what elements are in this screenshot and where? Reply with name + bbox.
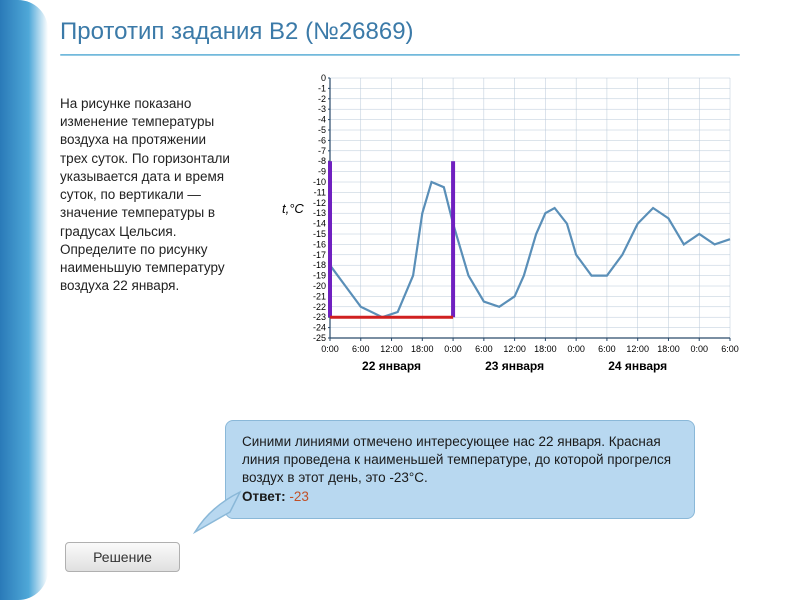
svg-text:24 января: 24 января: [608, 359, 667, 373]
svg-text:0:00: 0:00: [444, 344, 462, 354]
svg-text:-5: -5: [318, 125, 326, 135]
svg-text:-19: -19: [313, 271, 326, 281]
svg-text:-20: -20: [313, 281, 326, 291]
svg-text:6:00: 6:00: [598, 344, 616, 354]
svg-text:-2: -2: [318, 94, 326, 104]
svg-text:12:00: 12:00: [626, 344, 649, 354]
svg-text:6:00: 6:00: [475, 344, 493, 354]
svg-text:-11: -11: [314, 187, 326, 197]
svg-text:0:00: 0:00: [567, 344, 585, 354]
svg-text:12:00: 12:00: [503, 344, 526, 354]
svg-text:6:00: 6:00: [721, 344, 739, 354]
callout-tail-icon: [190, 487, 260, 537]
left-gradient-deco: [0, 0, 48, 600]
svg-text:-24: -24: [313, 323, 326, 333]
callout-text: Синими линиями отмечено интересующее нас…: [242, 434, 671, 485]
svg-text:-18: -18: [313, 260, 326, 270]
svg-text:-22: -22: [313, 302, 326, 312]
svg-text:6:00: 6:00: [352, 344, 370, 354]
svg-text:18:00: 18:00: [657, 344, 680, 354]
solution-button-label: Решение: [93, 549, 152, 565]
chart-svg: -25-24-23-22-21-20-19-18-17-16-15-14-13-…: [260, 68, 740, 398]
svg-text:-25: -25: [313, 333, 326, 343]
svg-text:-6: -6: [318, 135, 326, 145]
solution-callout: Синими линиями отмечено интересующее нас…: [225, 420, 695, 519]
svg-text:-14: -14: [313, 219, 326, 229]
svg-text:12:00: 12:00: [380, 344, 403, 354]
svg-text:-17: -17: [313, 250, 326, 260]
svg-text:-1: -1: [318, 83, 326, 93]
svg-text:18:00: 18:00: [534, 344, 557, 354]
callout-box: Синими линиями отмечено интересующее нас…: [225, 420, 695, 519]
temperature-chart: -25-24-23-22-21-20-19-18-17-16-15-14-13-…: [260, 68, 740, 398]
svg-text:23 января: 23 января: [485, 359, 544, 373]
svg-text:-3: -3: [318, 104, 326, 114]
solution-button[interactable]: Решение: [65, 542, 180, 572]
svg-text:-21: -21: [313, 291, 326, 301]
svg-text:22 января: 22 января: [362, 359, 421, 373]
svg-text:t,°C: t,°C: [282, 201, 304, 216]
svg-text:0: 0: [321, 73, 326, 83]
svg-text:-7: -7: [318, 146, 326, 156]
title-underline: [60, 54, 740, 56]
svg-text:-8: -8: [318, 156, 326, 166]
svg-text:-23: -23: [313, 312, 326, 322]
problem-text: На рисунке показано изменение температур…: [60, 95, 235, 295]
svg-text:0:00: 0:00: [690, 344, 708, 354]
svg-text:18:00: 18:00: [411, 344, 434, 354]
svg-text:-16: -16: [313, 239, 326, 249]
svg-text:-13: -13: [313, 208, 326, 218]
answer-value: -23: [286, 489, 309, 504]
svg-text:0:00: 0:00: [321, 344, 339, 354]
svg-text:-4: -4: [318, 115, 326, 125]
svg-text:-10: -10: [313, 177, 326, 187]
svg-text:-12: -12: [313, 198, 326, 208]
page-title: Прототип задания B2 (№26869): [60, 18, 414, 46]
svg-text:-15: -15: [313, 229, 326, 239]
svg-text:-9: -9: [318, 167, 326, 177]
